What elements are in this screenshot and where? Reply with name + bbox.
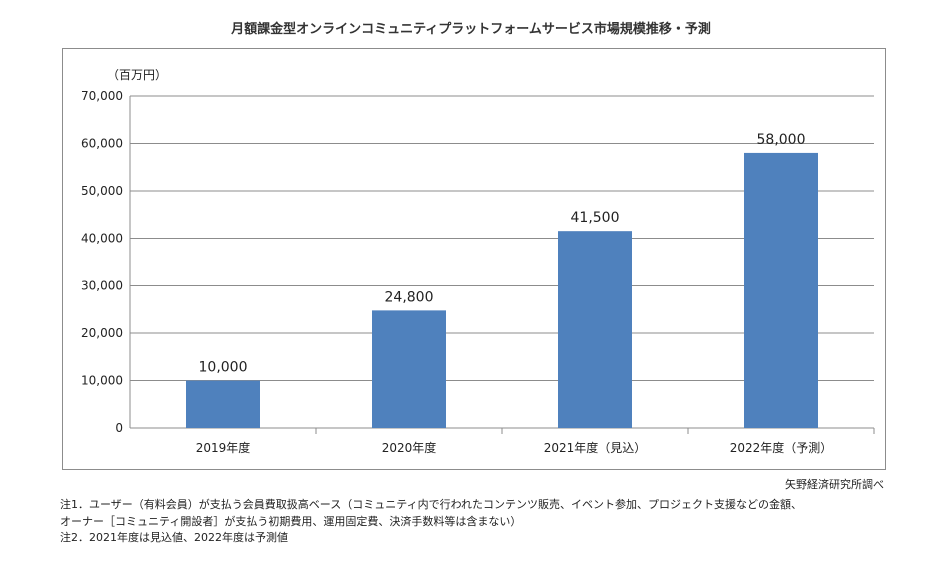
data-label: 10,000 (199, 360, 248, 376)
source-note: 矢野経済研究所調べ (785, 478, 884, 491)
data-label: 41,500 (571, 210, 620, 226)
unit-label: （百万円） (107, 68, 167, 82)
footnote-line: 注2．2021年度は見込値、2022年度は予測値 (60, 531, 288, 544)
bar (186, 380, 260, 428)
chart-frame (62, 48, 886, 470)
y-tick-label: 50,000 (81, 184, 123, 198)
y-tick-label: 0 (115, 421, 123, 435)
x-tick-label: 2021年度（見込） (544, 440, 647, 455)
footnote-line: オーナー［コミュニティ開設者］が支払う初期費用、運用固定費、決済手数料等は含まな… (60, 514, 522, 528)
bar (744, 152, 818, 428)
data-label: 24,800 (385, 289, 434, 305)
bar (372, 310, 446, 428)
data-label: 58,000 (757, 132, 806, 148)
footnotes: 注1．ユーザー（有料会員）が支払う会員費取扱高ベース（コミュニティ内で行われたコ… (60, 497, 802, 547)
y-tick-label: 70,000 (81, 89, 123, 103)
y-tick-label: 10,000 (81, 374, 123, 388)
bar (558, 231, 632, 428)
footnote-line: 注1．ユーザー（有料会員）が支払う会員費取扱高ベース（コミュニティ内で行われたコ… (60, 498, 803, 511)
x-tick-label: 2020年度 (382, 440, 437, 455)
y-tick-label: 20,000 (81, 326, 123, 340)
y-tick-label: 30,000 (81, 279, 123, 293)
y-tick-label: 60,000 (81, 136, 123, 150)
y-tick-label: 40,000 (81, 231, 123, 245)
chart-title: 月額課金型オンラインコミュニティプラットフォームサービス市場規模推移・予測 (231, 22, 711, 37)
x-tick-label: 2022年度（予測） (730, 440, 833, 455)
x-tick-label: 2019年度 (196, 440, 251, 455)
